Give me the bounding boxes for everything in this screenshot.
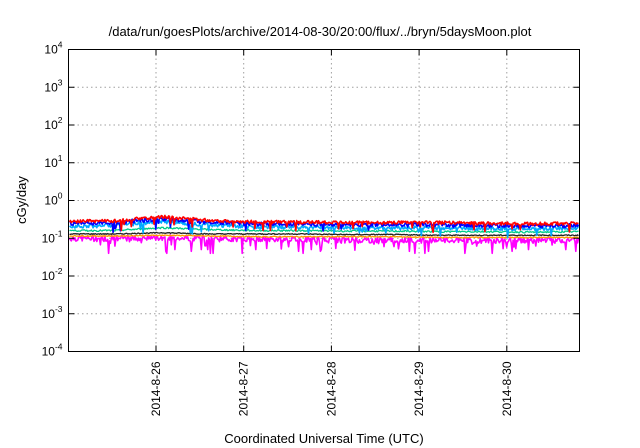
y-tick-label: 102	[44, 115, 62, 132]
y-tick-label: 10-2	[42, 266, 63, 283]
y-tick-label: 10-3	[42, 304, 63, 321]
series-line	[69, 226, 579, 234]
y-tick-label: 103	[44, 77, 62, 94]
x-axis-label: Coordinated Universal Time (UTC)	[224, 431, 423, 446]
series-line	[69, 234, 579, 239]
tick-layer: 10-4 10-3 10-2 10-1 100 101 102 103 104 2014-8-26…	[42, 40, 580, 416]
y-tick-label: 100	[44, 191, 62, 208]
x-tick-label: 2014-8-26	[149, 361, 163, 416]
x-tick-label: 2014-8-28	[324, 361, 338, 416]
x-tick-label: 2014-8-30	[500, 361, 514, 416]
chart-title: /data/run/goesPlots/archive/2014-08-30/2…	[109, 24, 532, 39]
series-line	[68, 214, 579, 234]
x-tick-label: 2014-8-29	[412, 361, 426, 416]
y-tick-label: 104	[44, 40, 62, 57]
y-tick-label: 10-1	[42, 228, 63, 245]
x-tick-label: 2014-8-27	[237, 361, 251, 416]
grid-layer	[68, 49, 580, 352]
y-tick-label: 101	[44, 153, 62, 170]
series-layer	[68, 214, 580, 255]
series-line	[69, 231, 579, 237]
y-axis-label: cGy/day	[14, 176, 29, 224]
y-tick-label: 10-4	[42, 342, 63, 359]
